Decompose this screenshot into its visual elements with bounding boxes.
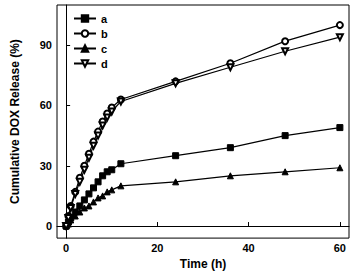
svg-text:0: 0 — [46, 220, 52, 232]
svg-text:c: c — [101, 43, 107, 55]
svg-text:40: 40 — [243, 242, 255, 254]
svg-text:0: 0 — [63, 242, 69, 254]
svg-text:30: 30 — [40, 160, 52, 172]
svg-text:Time (h): Time (h) — [180, 257, 226, 271]
svg-text:a: a — [101, 13, 108, 25]
svg-text:d: d — [101, 58, 108, 70]
svg-text:90: 90 — [40, 39, 52, 51]
svg-text:Cumulative DOX Release (%): Cumulative DOX Release (%) — [8, 39, 22, 204]
svg-text:60: 60 — [40, 99, 52, 111]
svg-text:20: 20 — [151, 242, 163, 254]
svg-text:b: b — [101, 28, 108, 40]
svg-text:60: 60 — [334, 242, 346, 254]
